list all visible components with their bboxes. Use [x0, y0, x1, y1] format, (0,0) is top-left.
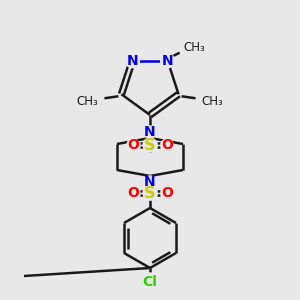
Circle shape: [144, 176, 156, 188]
Circle shape: [143, 186, 157, 200]
Text: N: N: [127, 54, 138, 68]
Text: S: S: [144, 137, 156, 152]
Text: O: O: [127, 186, 139, 200]
Text: O: O: [161, 138, 173, 152]
Circle shape: [127, 139, 139, 151]
Text: O: O: [127, 138, 139, 152]
Text: CH₃: CH₃: [184, 41, 206, 54]
Text: CH₃: CH₃: [202, 95, 223, 108]
Text: Cl: Cl: [142, 275, 158, 289]
Circle shape: [161, 139, 173, 151]
Circle shape: [127, 187, 139, 199]
Text: S: S: [144, 185, 156, 200]
Text: N: N: [144, 175, 156, 189]
Circle shape: [144, 126, 156, 138]
Text: N: N: [162, 54, 173, 68]
Circle shape: [161, 187, 173, 199]
Circle shape: [141, 273, 159, 291]
Circle shape: [143, 138, 157, 152]
Text: N: N: [144, 125, 156, 139]
Text: CH₃: CH₃: [77, 95, 98, 108]
Circle shape: [125, 54, 140, 68]
Circle shape: [160, 54, 175, 68]
Text: O: O: [161, 186, 173, 200]
